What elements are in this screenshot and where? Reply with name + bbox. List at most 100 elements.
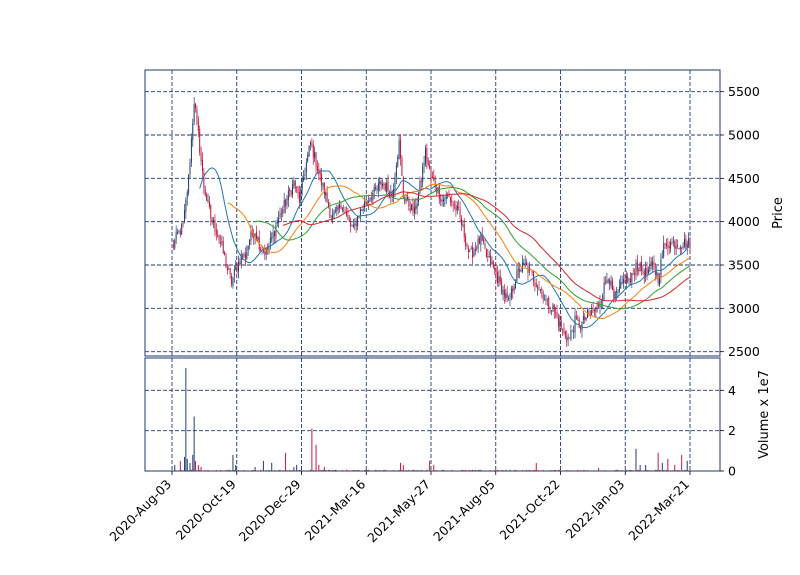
volume-tick-label: 0 — [728, 464, 736, 479]
volume-bar — [276, 470, 278, 472]
candle-body — [213, 219, 215, 223]
candle-body — [477, 238, 479, 249]
candle-body — [228, 269, 230, 270]
volume-bar — [310, 469, 311, 471]
candle-body — [225, 255, 227, 268]
volume-bar — [308, 470, 310, 472]
candle-body — [351, 225, 353, 227]
candle-body — [480, 233, 482, 246]
candle-body — [598, 304, 600, 307]
volume-bar — [462, 469, 464, 471]
volume-bar — [498, 470, 500, 471]
candle-body — [503, 289, 505, 297]
volume-bar — [285, 452, 287, 471]
candle-body — [496, 272, 498, 284]
volume-bar — [556, 470, 558, 472]
volume-bar — [534, 469, 536, 471]
candle-body — [609, 279, 611, 285]
volume-bar — [643, 470, 645, 471]
volume-bar — [402, 464, 404, 471]
volume-bar — [478, 469, 480, 471]
candle-body — [631, 273, 633, 283]
candle-body — [177, 232, 179, 234]
candle-body — [506, 292, 508, 298]
candle-body — [469, 251, 471, 253]
candle-body — [642, 269, 644, 272]
candle-body — [624, 280, 626, 283]
candle-body — [627, 275, 629, 282]
candle-body — [229, 267, 231, 275]
candle-body — [553, 304, 555, 312]
volume-bar — [646, 469, 648, 471]
candle-body — [556, 312, 558, 318]
volume-bar — [339, 470, 341, 472]
volume-bar — [650, 470, 652, 471]
candle-body — [380, 181, 382, 185]
candle-body — [605, 281, 606, 283]
candle-body — [249, 239, 251, 245]
candle-body — [318, 169, 320, 174]
candle-body — [440, 199, 442, 202]
x-tick-label: 2021-Mar-16 — [302, 476, 369, 543]
volume-bar — [210, 470, 212, 472]
candle-body — [218, 236, 220, 241]
volume-bars — [172, 368, 691, 472]
candle-body — [304, 173, 306, 176]
candle-body — [502, 289, 504, 295]
volume-bar — [226, 470, 228, 472]
candle-body — [376, 188, 378, 191]
volume-bar — [502, 470, 504, 471]
volume-bar — [412, 469, 414, 471]
volume-bar — [224, 470, 226, 472]
volume-bar — [611, 470, 613, 472]
volume-bar — [192, 454, 194, 471]
volume-bar — [474, 469, 476, 471]
candle-body — [587, 310, 588, 318]
candle-body — [355, 223, 357, 227]
candle-body — [548, 298, 550, 309]
volume-bar — [366, 470, 368, 471]
candle-body — [664, 243, 666, 245]
candle-body — [488, 255, 490, 258]
candle-body — [197, 118, 199, 131]
volume-bar — [624, 470, 626, 472]
candle-body — [418, 192, 420, 203]
candle-body — [307, 154, 309, 161]
volume-bar — [211, 470, 213, 472]
volume-bar — [314, 470, 316, 472]
candle-body — [398, 140, 400, 159]
candle-body — [675, 246, 677, 249]
volume-bar — [670, 470, 672, 471]
candle-body — [262, 250, 264, 252]
volume-bar — [235, 464, 237, 471]
volume-bar — [591, 470, 593, 472]
volume-bar — [487, 470, 489, 472]
volume-bar — [656, 469, 658, 471]
candle-body — [235, 266, 237, 270]
volume-bar — [246, 470, 248, 472]
volume-bar — [653, 470, 655, 471]
candle-body — [182, 222, 184, 224]
candle-body — [559, 320, 561, 327]
volume-bar — [347, 470, 349, 471]
volume-bar — [244, 470, 246, 472]
candle-body — [442, 199, 444, 202]
candle-body — [436, 188, 438, 192]
volume-bar — [400, 462, 402, 471]
candle-body — [265, 248, 267, 255]
candle-body — [660, 258, 662, 278]
candle-body — [452, 203, 454, 206]
candle-body — [515, 282, 516, 289]
candle-body — [206, 194, 208, 201]
candle-body — [357, 216, 359, 227]
candle-body — [427, 160, 429, 166]
volume-bar — [567, 470, 569, 471]
volume-bar — [260, 469, 262, 471]
volume-bar — [189, 462, 191, 471]
volume-bar — [499, 470, 501, 472]
candle-body — [310, 142, 311, 145]
volume-bar — [229, 469, 231, 471]
volume-bar — [512, 470, 514, 472]
candle-body — [491, 261, 493, 265]
volume-bar — [465, 469, 467, 471]
